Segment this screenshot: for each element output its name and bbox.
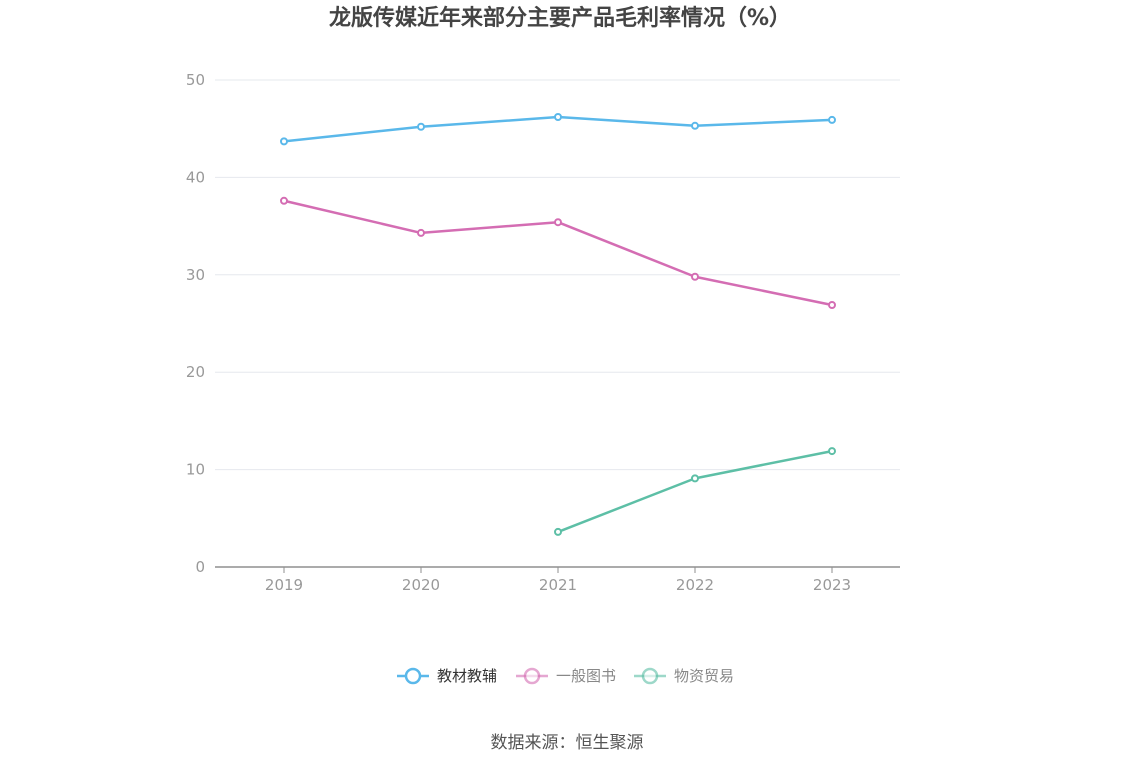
data-point-1-2[interactable]: [554, 218, 562, 227]
x-tick-label: 2023: [813, 576, 851, 594]
series-lines: [280, 113, 836, 536]
x-tick-label: 2021: [539, 576, 577, 594]
x-tick-label: 2019: [265, 576, 303, 594]
grid-lines: [215, 79, 900, 471]
y-tick-label: 10: [186, 461, 205, 479]
legend-circle-icon: [523, 667, 541, 685]
axes: 0 10 20 30 40 50 2019 2020 2021 2022 2023: [186, 71, 900, 594]
data-point-1-3[interactable]: [691, 272, 699, 281]
legend-circle-icon: [404, 667, 422, 685]
legend-item-1[interactable]: 一般图书: [516, 667, 616, 685]
data-point-2-3[interactable]: [691, 474, 699, 483]
legend-circle-icon: [641, 667, 659, 685]
legend-item-2[interactable]: 物资贸易: [634, 667, 734, 685]
legend-item-0[interactable]: 教材教辅: [397, 667, 497, 685]
data-point-0-2[interactable]: [554, 113, 562, 122]
series-line-2: [557, 449, 833, 534]
data-point-2-2[interactable]: [554, 527, 562, 536]
data-point-0-3[interactable]: [691, 121, 699, 130]
data-point-0-0[interactable]: [280, 137, 288, 146]
series-line-1: [283, 199, 833, 307]
source-note: 数据来源：恒生聚源: [491, 733, 644, 753]
data-point-1-1[interactable]: [417, 228, 425, 237]
y-tick-label: 0: [195, 558, 205, 576]
y-tick-label: 40: [186, 168, 205, 186]
legend-label: 教材教辅: [437, 667, 497, 685]
data-point-1-4[interactable]: [828, 300, 836, 309]
data-point-0-1[interactable]: [417, 122, 425, 131]
x-tick-label: 2022: [676, 576, 714, 594]
y-tick-label: 50: [186, 71, 205, 89]
legend-label: 物资贸易: [674, 667, 734, 685]
data-point-2-4[interactable]: [828, 447, 836, 456]
data-point-0-4[interactable]: [828, 115, 836, 124]
y-tick-label: 20: [186, 363, 205, 381]
legend: 教材教辅 一般图书 物资贸易: [397, 667, 734, 685]
y-tick-label: 30: [186, 266, 205, 284]
data-point-1-0[interactable]: [280, 196, 288, 205]
legend-label: 一般图书: [556, 667, 616, 685]
x-tick-label: 2020: [402, 576, 440, 594]
chart-title: 龙版传媒近年来部分主要产品毛利率情况（%）: [329, 5, 791, 31]
